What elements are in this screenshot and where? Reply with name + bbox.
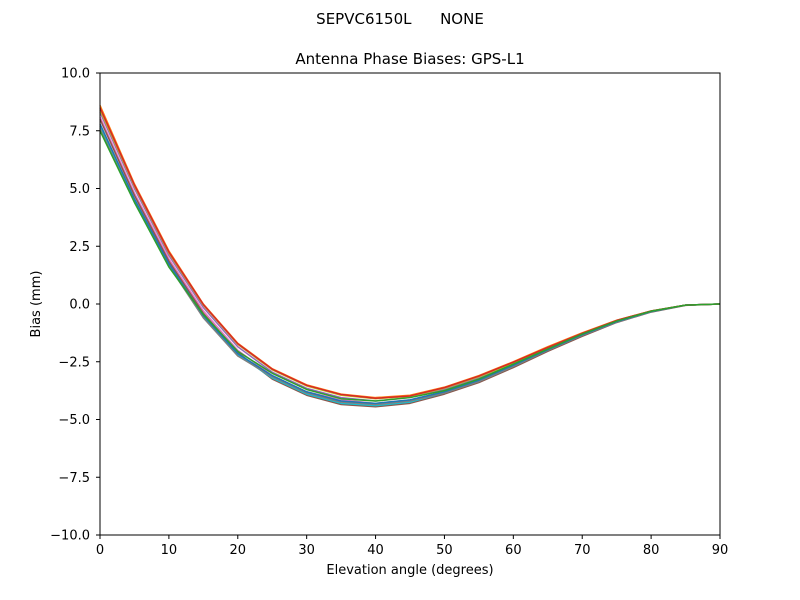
y-tick-label: 10.0 [61, 67, 90, 82]
x-tick-label: 80 [643, 543, 660, 558]
series-line-9 [99, 130, 721, 402]
x-tick-label: 60 [505, 543, 522, 558]
x-tick-label: 40 [367, 543, 384, 558]
x-tick-label: 50 [436, 543, 453, 558]
x-tick-label: 30 [298, 543, 315, 558]
x-tick-label: 90 [712, 543, 729, 558]
chart-title: Antenna Phase Biases: GPS-L1 [295, 50, 524, 68]
plot-area [100, 73, 720, 535]
y-tick-label: −5.0 [58, 413, 90, 428]
y-tick-label: 0.0 [69, 298, 90, 313]
y-tick-label: 2.5 [69, 240, 90, 255]
y-tick-label: −2.5 [58, 355, 90, 370]
y-tick-label: 5.0 [69, 182, 90, 197]
x-axis-label: Elevation angle (degrees) [326, 563, 493, 578]
x-axis: 0 10 20 30 40 50 60 70 80 90 [96, 535, 728, 558]
y-tick-label: −10.0 [50, 529, 90, 544]
x-tick-label: 70 [574, 543, 591, 558]
y-tick-label: 7.5 [69, 124, 90, 139]
x-tick-label: 10 [161, 543, 178, 558]
series-layer [99, 105, 721, 408]
y-tick-label: −7.5 [58, 471, 90, 486]
figure-suptitle: SEPVC6150L NONE [316, 10, 484, 28]
x-tick-label: 20 [230, 543, 247, 558]
y-axis: −10.0 −7.5 −5.0 −2.5 0.0 2.5 5.0 7.5 10.0 [50, 67, 100, 544]
x-tick-label: 0 [96, 543, 104, 558]
y-axis-label: Bias (mm) [29, 271, 44, 338]
